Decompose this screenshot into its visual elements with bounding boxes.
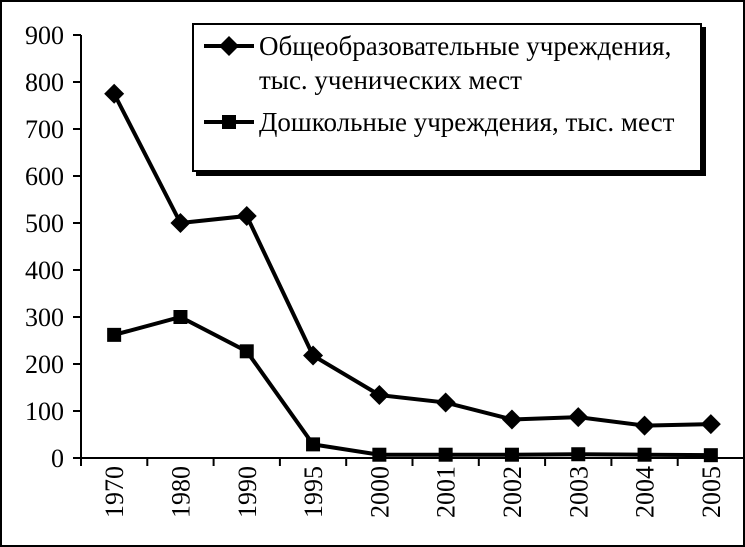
- x-tick-label: 1970: [100, 466, 129, 518]
- data-point-diamond: [303, 345, 324, 366]
- x-tick-label: 2003: [564, 466, 593, 518]
- data-point-diamond: [104, 83, 125, 104]
- y-tick-label: 700: [25, 115, 64, 144]
- data-point-square: [438, 447, 453, 462]
- x-tick-label: 1995: [299, 466, 328, 518]
- data-point-diamond: [501, 409, 522, 430]
- y-tick-label: 600: [25, 162, 64, 191]
- y-tick-label: 900: [25, 21, 64, 50]
- series-line-diamond: [112, 92, 711, 428]
- legend-label-line: Общеобразовательные учреждения,: [259, 31, 672, 61]
- y-tick-label: 500: [25, 209, 64, 238]
- legend-label-line: тыс. ученических мест: [259, 65, 522, 95]
- data-point-square: [504, 447, 519, 462]
- legend-label-line: Дошкольные учреждения, тыс. мест: [259, 107, 675, 137]
- x-tick-label: 2000: [365, 466, 394, 518]
- data-point-diamond: [568, 407, 589, 428]
- data-point-square: [107, 327, 122, 342]
- x-tick-label: 1990: [233, 466, 262, 518]
- data-point-diamond: [170, 213, 191, 233]
- data-point-square: [571, 447, 586, 462]
- x-tick-label: 2001: [432, 466, 461, 518]
- legend: Общеобразовательные учреждения, тыс. уче…: [192, 23, 702, 172]
- y-tick-label: 800: [25, 68, 64, 97]
- diamond-marker-icon: [204, 36, 254, 56]
- data-point-diamond: [700, 414, 721, 435]
- series-line-square: [113, 314, 711, 458]
- legend-entry: Дошкольные учреждения, тыс. мест: [204, 105, 694, 139]
- y-tick-label: 300: [25, 303, 64, 332]
- data-point-diamond: [435, 392, 456, 413]
- data-point-diamond: [369, 385, 390, 406]
- data-point-square: [703, 448, 718, 463]
- x-tick-label: 2002: [498, 466, 527, 518]
- data-point-square: [306, 437, 321, 452]
- y-tick-label: 100: [25, 397, 64, 426]
- data-point-square: [372, 447, 387, 462]
- data-point-square: [637, 447, 652, 462]
- legend-entry: Общеобразовательные учреждения, тыс. уче…: [204, 29, 694, 97]
- x-tick-label: 1980: [166, 466, 195, 518]
- data-point-square: [239, 344, 254, 359]
- x-tick-label: 2005: [697, 466, 726, 518]
- x-tick-label: 2004: [631, 466, 660, 518]
- data-point-square: [173, 310, 188, 324]
- data-point-diamond: [236, 205, 257, 226]
- y-tick-label: 0: [51, 444, 64, 473]
- y-tick-label: 400: [25, 256, 64, 285]
- data-point-diamond: [634, 415, 655, 436]
- y-tick-label: 200: [25, 350, 64, 379]
- square-marker-icon: [204, 115, 254, 129]
